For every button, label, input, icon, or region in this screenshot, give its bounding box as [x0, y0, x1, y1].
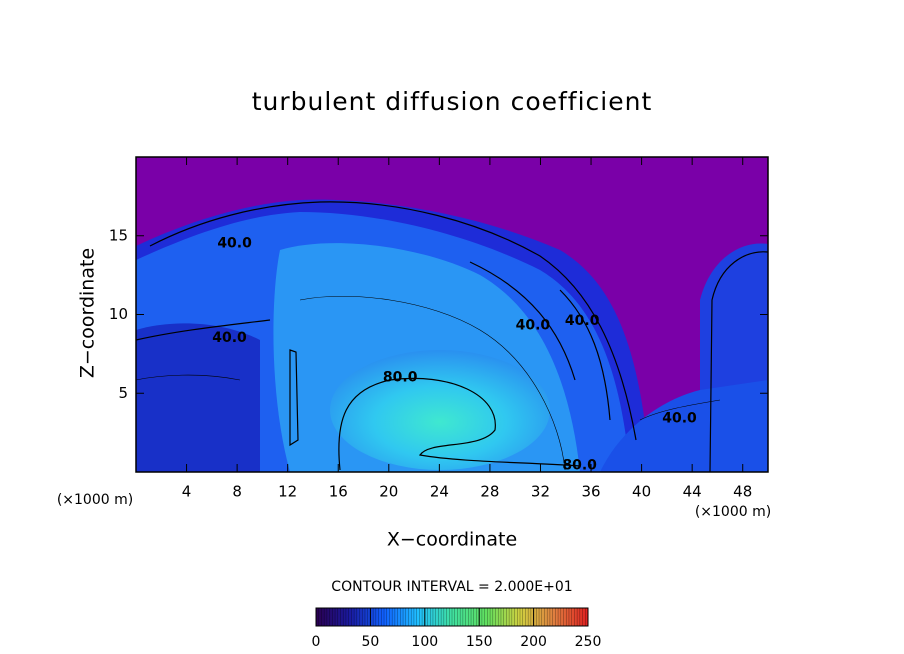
colorbar-tick-label: 250: [575, 634, 602, 650]
y-tick-label: 10: [109, 305, 128, 323]
x-unit-left: (×1000 m): [57, 492, 133, 508]
x-tick-label: 28: [480, 483, 499, 501]
x-tick-label: 16: [329, 483, 348, 501]
y-tick-label: 15: [109, 226, 128, 244]
contour-label: 40.0: [565, 313, 600, 329]
contour-label: 40.0: [662, 410, 697, 426]
x-tick-label: 20: [379, 483, 398, 501]
x-axis-label: X−coordinate: [387, 529, 517, 551]
contour-label: 40.0: [217, 236, 252, 252]
x-tick-label: 8: [232, 483, 242, 501]
x-tick-label: 24: [430, 483, 449, 501]
y-axis-label: Z−coordinate: [77, 248, 99, 378]
field: [136, 157, 768, 472]
contour-label: 80.0: [383, 370, 418, 386]
y-tick-label: 5: [118, 384, 128, 402]
x-tick-label: 44: [683, 483, 702, 501]
x-unit-right: (×1000 m): [695, 504, 771, 520]
colorbar-tick-label: 0: [312, 634, 321, 650]
colorbar-tick-label: 100: [411, 634, 438, 650]
colorbar-tick-label: 50: [361, 634, 379, 650]
contour-label: 40.0: [516, 318, 551, 334]
x-tick-label: 4: [182, 483, 192, 501]
x-tick-label: 12: [278, 483, 297, 501]
chart-title: turbulent diffusion coefficient: [252, 87, 653, 116]
x-tick-label: 48: [733, 483, 752, 501]
x-tick-label: 32: [531, 483, 550, 501]
colorbar-tick-label: 200: [520, 634, 547, 650]
x-tick-label: 36: [581, 483, 600, 501]
contour-label: 80.0: [562, 458, 597, 474]
contour-interval: CONTOUR INTERVAL = 2.000E+01: [331, 579, 572, 595]
colorbar-tick-label: 150: [466, 634, 493, 650]
x-tick-label: 40: [632, 483, 651, 501]
contour-label: 40.0: [212, 330, 247, 346]
